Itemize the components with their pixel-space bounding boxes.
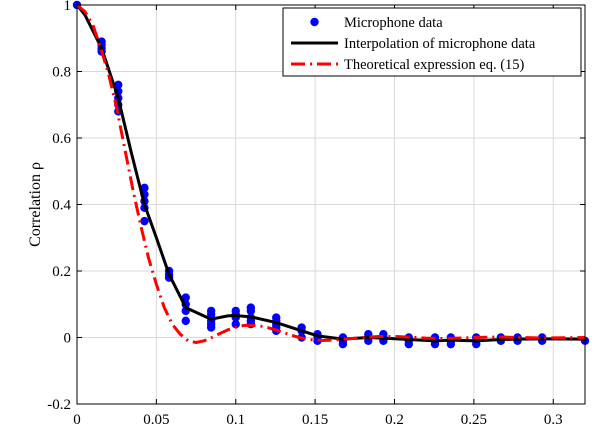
- scatter-point: [140, 216, 149, 226]
- y-tick-label: 0: [64, 331, 72, 347]
- scatter-point: [446, 339, 456, 349]
- legend-marker-microphone-data: [310, 17, 319, 27]
- x-tick-label: 0.15: [302, 412, 328, 428]
- y-tick-label: 0.8: [52, 65, 71, 81]
- axis-layer: 0 0.05 0.1 0.15 0.2 0.25 0.3-0.200.20.40.60.81: [47, 0, 585, 428]
- y-axis-label: Correlation ρ: [27, 162, 44, 247]
- scatter-point: [140, 183, 149, 193]
- legend-label: Theoretical expression eq. (15): [344, 57, 525, 73]
- scatter-point: [181, 316, 190, 326]
- legend-label: Microphone data: [344, 15, 443, 31]
- x-tick-label: 0: [73, 412, 81, 428]
- series-interpolation-line: [77, 3, 587, 343]
- legend: Microphone data Interpolation of micropho…: [282, 7, 582, 77]
- x-tick-label: 0.05: [143, 412, 169, 428]
- y-tick-label: -0.2: [47, 397, 71, 413]
- scatter-point: [246, 306, 256, 316]
- scatter-point: [114, 80, 123, 90]
- x-tick-label: 0.3: [544, 412, 563, 428]
- scatter-point: [338, 339, 348, 349]
- y-tick-label: 0.6: [52, 131, 71, 147]
- y-tick-label: 0.2: [52, 264, 71, 280]
- plot-frame: [76, 4, 586, 405]
- x-tick-label: 0.25: [461, 412, 487, 428]
- scatter-point: [181, 293, 190, 302]
- legend-label: Interpolation of microphone data: [344, 36, 536, 52]
- scatter-point: [231, 320, 240, 329]
- y-tick-label: 1: [64, 0, 72, 14]
- x-tick-label: 0.2: [385, 412, 404, 428]
- scatter-point: [206, 323, 216, 332]
- x-tick-label: 0.1: [226, 412, 245, 428]
- series-layer: [72, 0, 590, 349]
- scatter-point: [313, 336, 322, 346]
- y-tick-label: 0.4: [52, 198, 71, 214]
- scatter-point: [404, 339, 413, 349]
